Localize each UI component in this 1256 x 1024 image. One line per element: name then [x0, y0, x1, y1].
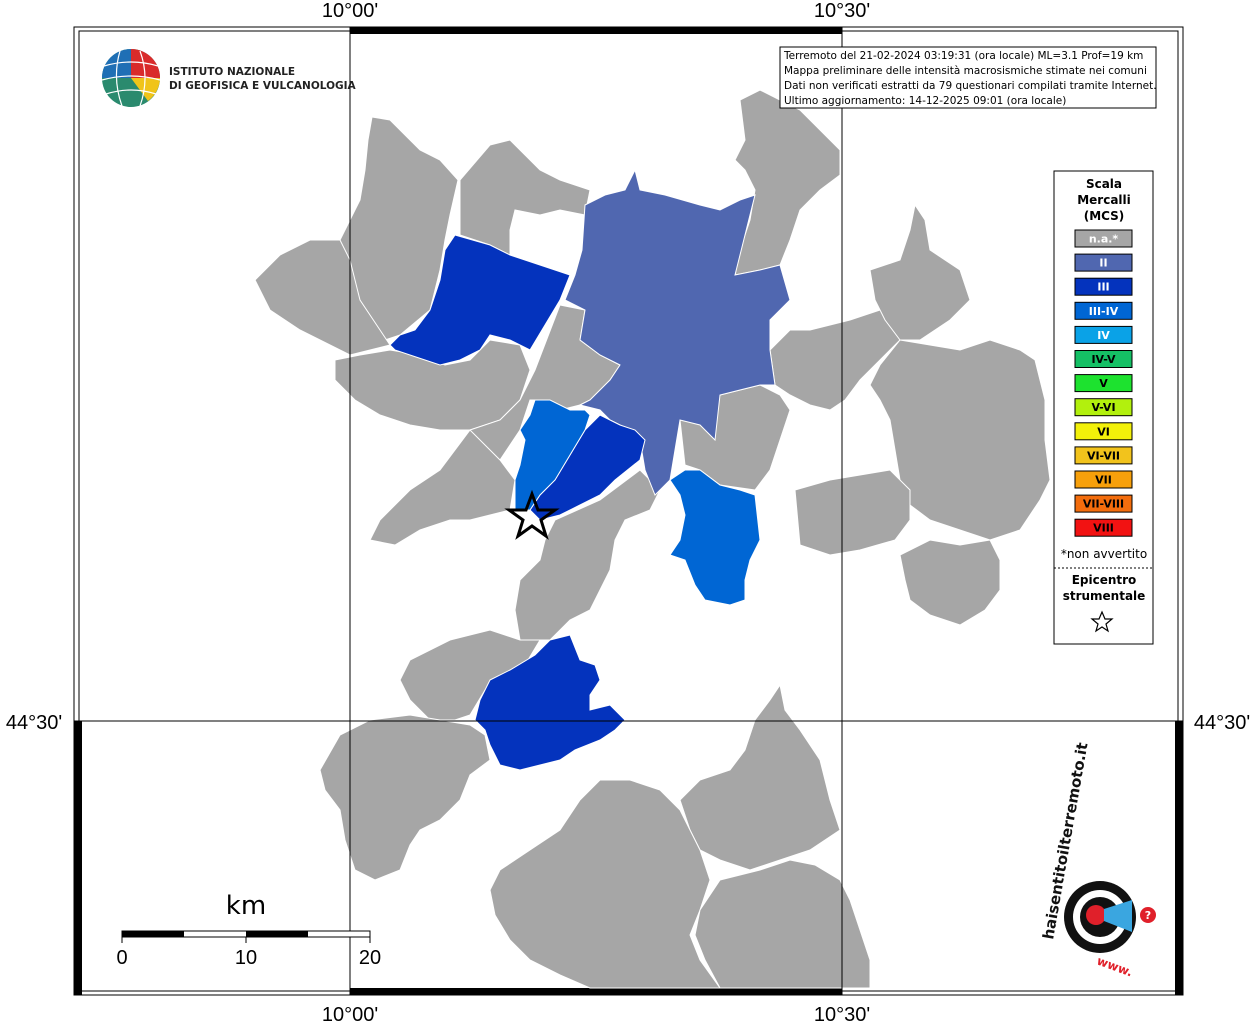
- legend-swatch: [1074, 229, 1133, 248]
- municipality-na: [694, 859, 871, 989]
- info-line: Ultimo aggiornamento: 14-12-2025 09:01 (…: [784, 95, 1066, 107]
- municipality-na: [679, 683, 841, 871]
- legend-items: n.a.*IIIIIIII-IVIVIV-VVV-VIVIVI-VIIVIIVI…: [1074, 229, 1133, 537]
- legend-epicenter-label: Epicentro: [1072, 573, 1137, 587]
- legend-swatch: [1074, 325, 1133, 344]
- municipalities-ii: [564, 168, 791, 496]
- municipality-na: [899, 539, 1001, 626]
- municipality-intensity-III: [474, 634, 626, 771]
- info-line: Mappa preliminare delle intensità macros…: [784, 65, 1147, 77]
- legend-title: (MCS): [1084, 209, 1125, 223]
- legend-swatch-label: VI: [1097, 425, 1110, 438]
- municipality-na: [489, 779, 721, 989]
- lat-tick-label: 44°30': [1194, 712, 1250, 734]
- legend-swatch-label: V-VI: [1091, 401, 1115, 414]
- legend-swatch: [1074, 398, 1133, 417]
- info-line: Terremoto del 21-02-2024 03:19:31 (ora l…: [783, 50, 1143, 62]
- municipality-intensity-III-IV: [669, 469, 761, 606]
- scale-bar: km 0 10 20: [116, 891, 381, 969]
- legend-swatch: [1074, 253, 1133, 272]
- question-badge-icon: [1140, 907, 1156, 923]
- frame-bar-right: [1175, 721, 1183, 995]
- lon-tick-label: 10°00': [322, 0, 378, 22]
- ingv-name-line2: DI GEOFISICA E VULCANOLOGIA: [169, 80, 357, 92]
- legend-swatch-label: III-IV: [1089, 305, 1119, 318]
- frame-bar-top: [350, 27, 842, 34]
- legend-swatch-label: IV-V: [1091, 353, 1116, 366]
- lon-tick-label: 10°30': [814, 1004, 870, 1024]
- hsit-www: www.: [1095, 954, 1135, 980]
- legend: Scala Mercalli (MCS) n.a.*IIIIIIII-IVIVI…: [1053, 170, 1154, 645]
- legend-swatch-label: VII: [1095, 474, 1112, 487]
- municipalities-iii: [389, 234, 646, 771]
- legend-title: Scala: [1086, 177, 1122, 191]
- legend-swatch: [1074, 494, 1133, 513]
- municipality-na: [869, 203, 971, 341]
- hsit-logo[interactable]: ? haisentitoilterremoto.it www.: [1039, 741, 1156, 979]
- municipality-intensity-III-IV: [514, 399, 591, 511]
- legend-swatch: [1074, 470, 1133, 489]
- legend-swatch: [1074, 301, 1133, 320]
- lon-tick-label: 10°00': [322, 1004, 378, 1024]
- municipality-intensity-II: [564, 168, 791, 496]
- municipality-na: [794, 469, 911, 556]
- lon-tick-label: 10°30': [814, 0, 870, 22]
- legend-swatch-label: VIII: [1093, 522, 1114, 535]
- legend-swatch-label: II: [1099, 257, 1107, 270]
- scale-label: 20: [359, 947, 381, 969]
- municipalities-na: [254, 89, 1051, 989]
- frame-bar-left: [74, 721, 82, 995]
- frame-bar-bottom: [350, 988, 842, 995]
- legend-swatch: [1074, 518, 1133, 537]
- legend-swatch-label: IV: [1097, 329, 1110, 342]
- legend-swatch-label: VII-VIII: [1083, 498, 1124, 511]
- legend-swatch: [1074, 446, 1133, 465]
- scale-label: 10: [235, 947, 257, 969]
- legend-epicenter-label: strumentale: [1063, 589, 1146, 603]
- epicenter-star-icon: [504, 489, 560, 540]
- legend-title: Mercalli: [1077, 193, 1131, 207]
- legend-swatch: [1074, 277, 1133, 296]
- info-line: Dati non verificati estratti da 79 quest…: [784, 80, 1157, 92]
- scale-label: 0: [116, 947, 127, 969]
- legend-note: *non avvertito: [1061, 547, 1147, 561]
- legend-swatch: [1074, 350, 1133, 368]
- legend-swatch-label: III: [1097, 281, 1109, 294]
- lat-tick-label: 44°30': [6, 712, 62, 734]
- municipality-na: [869, 339, 1051, 541]
- municipality-intensity-III: [389, 234, 571, 366]
- legend-swatch: [1074, 374, 1133, 393]
- legend-swatch-label: V: [1099, 377, 1108, 390]
- municipality-na: [254, 239, 391, 356]
- municipality-na: [319, 714, 491, 881]
- ingv-name-line1: ISTITUTO NAZIONALE: [169, 66, 295, 78]
- municipality-na: [734, 89, 841, 276]
- ingv-logo: ISTITUTO NAZIONALE DI GEOFISICA E VULCAN…: [101, 49, 357, 107]
- municipalities-iii-iv: [514, 399, 761, 606]
- municipality-na: [369, 429, 516, 546]
- legend-swatch: [1074, 422, 1133, 441]
- scale-unit: km: [226, 891, 266, 921]
- megaphone-icon: [1104, 900, 1132, 932]
- question-mark: ?: [1145, 909, 1151, 922]
- municipality-na: [769, 309, 901, 411]
- legend-star-icon: [1090, 610, 1114, 633]
- legend-swatch-label: VI-VII: [1087, 449, 1120, 462]
- legend-swatch-label: n.a.*: [1089, 233, 1119, 246]
- municipality-na: [459, 139, 591, 256]
- info-box: Terremoto del 21-02-2024 03:19:31 (ora l…: [779, 46, 1157, 109]
